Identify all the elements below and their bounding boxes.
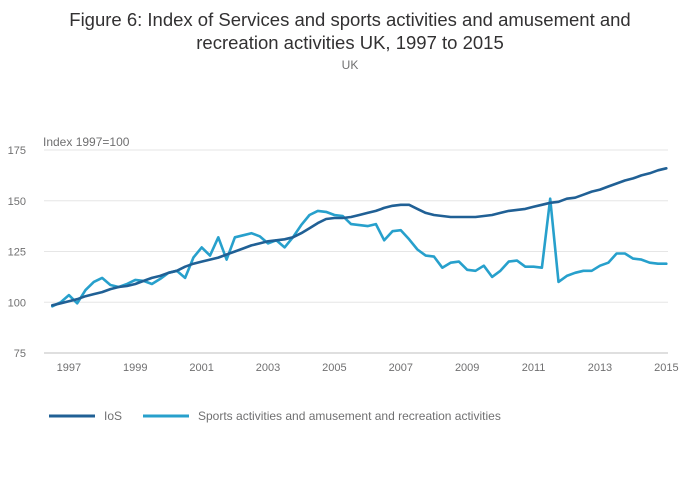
chart-title-line-1: Figure 6: Index of Services and sports a…: [69, 9, 631, 30]
y-axis-ticks: 75 100 125 150 175: [8, 145, 26, 360]
x-tick-label: 2001: [189, 362, 213, 374]
gridlines: [44, 149, 668, 354]
x-tick-label: 2003: [256, 362, 280, 374]
x-tick-label: 2005: [322, 362, 346, 374]
series-line-sports: [51, 197, 668, 308]
x-tick-label: 2007: [389, 362, 413, 374]
chart-title-line-2: recreation activities UK, 1997 to 2015: [196, 32, 504, 53]
x-tick-label: 2013: [588, 362, 612, 374]
y-axis-label: Index 1997=100: [43, 135, 130, 149]
legend-item-sports[interactable]: Sports activities and amusement and recr…: [143, 409, 501, 423]
x-tick-label: 2011: [522, 362, 546, 374]
chart-title: Figure 6: Index of Services and sports a…: [0, 8, 700, 54]
x-tick-label: 1997: [57, 362, 81, 374]
series-lines: [51, 167, 668, 308]
x-tick-label: 2009: [455, 362, 479, 374]
x-tick-label: 2015: [654, 362, 678, 374]
y-tick-label: 125: [8, 247, 26, 259]
legend-label: Sports activities and amusement and recr…: [198, 409, 501, 423]
y-tick-label: 75: [14, 348, 26, 360]
y-tick-label: 175: [8, 145, 26, 157]
series-line-ios: [51, 167, 668, 307]
legend-label: IoS: [104, 409, 122, 423]
x-tick-label: 1999: [123, 362, 147, 374]
legend[interactable]: IoS Sports activities and amusement and r…: [49, 409, 501, 423]
x-axis-ticks: 1997 1999 2001 2003 2005 2007 2009 2011 2013 2015: [57, 362, 679, 374]
legend-item-ios[interactable]: IoS: [49, 409, 122, 423]
chart-subtitle: UK: [341, 58, 359, 72]
y-tick-label: 150: [8, 196, 26, 208]
y-tick-label: 100: [8, 297, 26, 309]
